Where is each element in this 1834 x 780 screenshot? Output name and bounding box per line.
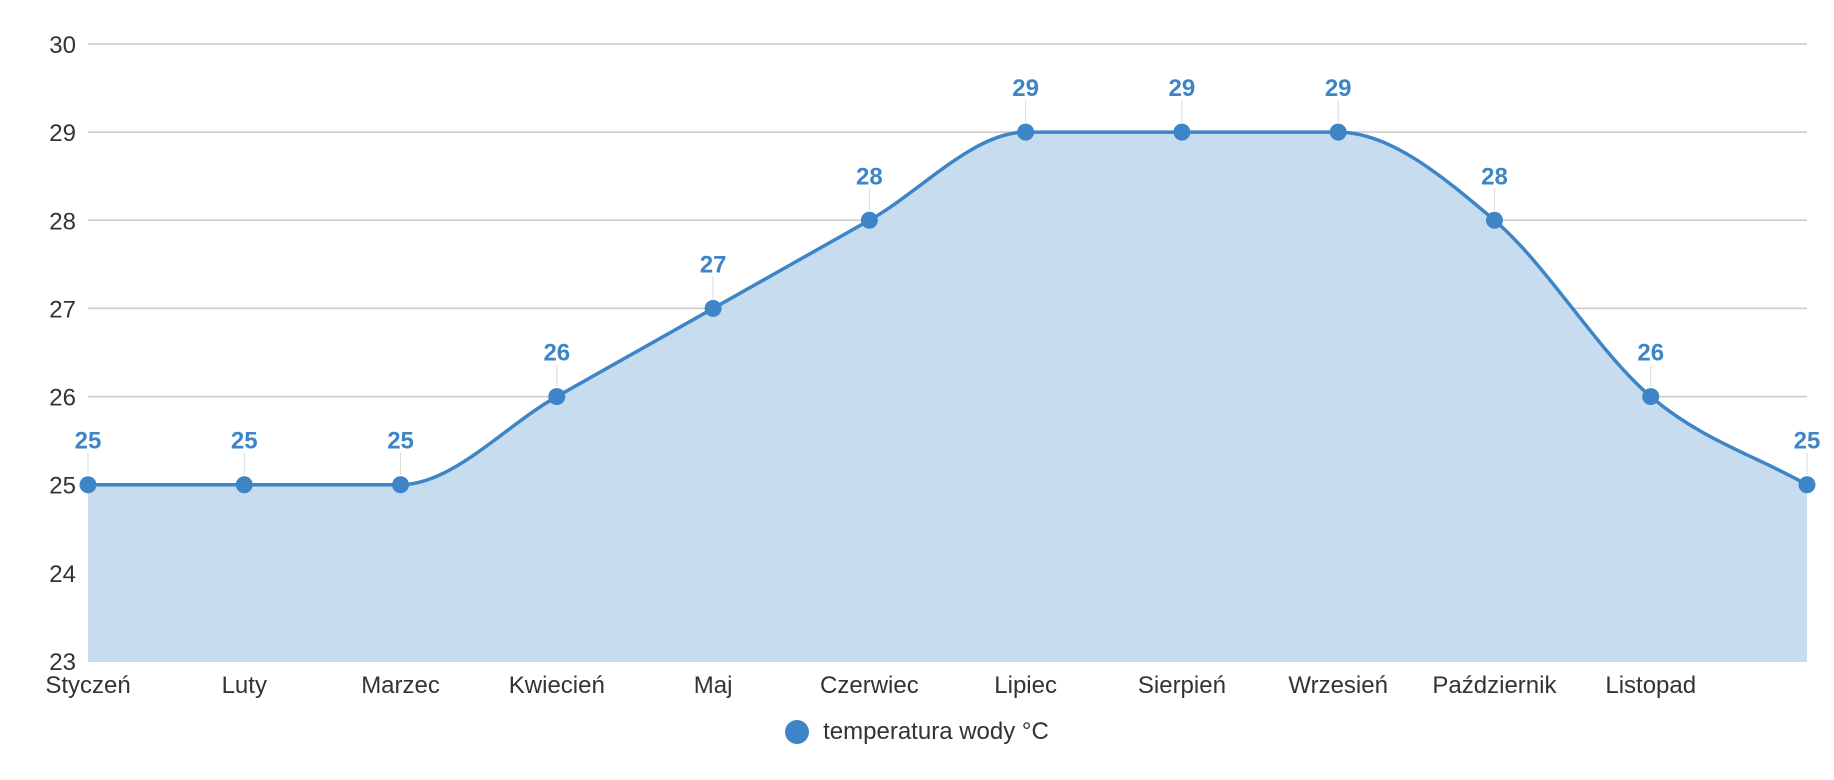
y-axis: 23 24 25 26 27 28 29 30	[49, 32, 76, 676]
y-tick-label: 27	[49, 296, 76, 323]
y-tick-label: 26	[49, 385, 76, 412]
x-tick-label: Kwiecień	[509, 672, 605, 699]
data-label: 26	[1637, 340, 1664, 367]
series-points	[79, 123, 1816, 494]
data-point	[1329, 123, 1347, 141]
x-tick-label: Październik	[1432, 672, 1557, 699]
data-label: 28	[856, 163, 883, 190]
data-labels: 25 25 25 26 27 28 29 29 29 28 26 25	[75, 75, 1821, 475]
data-label: 29	[1169, 75, 1196, 102]
data-point	[860, 211, 878, 229]
data-point	[1017, 123, 1035, 141]
data-point	[1798, 476, 1816, 494]
y-tick-label: 24	[49, 561, 76, 588]
y-tick-label: 28	[49, 208, 76, 235]
x-tick-label: Styczeń	[45, 672, 130, 699]
data-point	[1485, 211, 1503, 229]
data-point	[392, 476, 410, 494]
legend: temperatura wody °C	[0, 718, 1834, 751]
legend-label: temperatura wody °C	[823, 718, 1049, 745]
data-point	[704, 299, 722, 317]
data-point	[1642, 388, 1660, 406]
data-point	[235, 476, 253, 494]
x-tick-label: Luty	[222, 672, 267, 699]
x-axis: Styczeń Luty Marzec Kwiecień Maj Czerwiec Lipi…	[45, 672, 1696, 699]
x-tick-label: Marzec	[361, 672, 440, 699]
data-label: 25	[387, 428, 414, 455]
data-label: 25	[1794, 428, 1821, 455]
data-point	[548, 388, 566, 406]
data-label: 25	[75, 428, 102, 455]
y-tick-label: 30	[49, 32, 76, 59]
y-tick-label: 25	[49, 473, 76, 500]
x-tick-label: Sierpień	[1138, 672, 1226, 699]
data-label: 28	[1481, 163, 1508, 190]
data-point	[1173, 123, 1191, 141]
y-tick-label: 29	[49, 120, 76, 147]
x-tick-label: Maj	[694, 672, 733, 699]
legend-item[interactable]: temperatura wody °C	[785, 718, 1049, 746]
x-tick-label: Listopad	[1605, 672, 1696, 699]
data-label: 25	[231, 428, 258, 455]
data-label: 26	[543, 340, 570, 367]
area-fill	[88, 132, 1807, 662]
legend-marker	[785, 720, 810, 744]
data-label: 29	[1012, 75, 1039, 102]
data-point	[79, 476, 97, 494]
data-label: 29	[1325, 75, 1352, 102]
y-tick-label: 23	[49, 649, 76, 676]
x-tick-label: Lipiec	[994, 672, 1057, 699]
x-tick-label: Wrzesień	[1288, 672, 1388, 699]
water-temperature-chart: 23 24 25 26 27 28 29 30 Styczeń Luty Marzec Kwieci…	[45, 32, 1821, 699]
data-label: 27	[700, 251, 727, 278]
x-tick-label: Czerwiec	[820, 672, 919, 699]
